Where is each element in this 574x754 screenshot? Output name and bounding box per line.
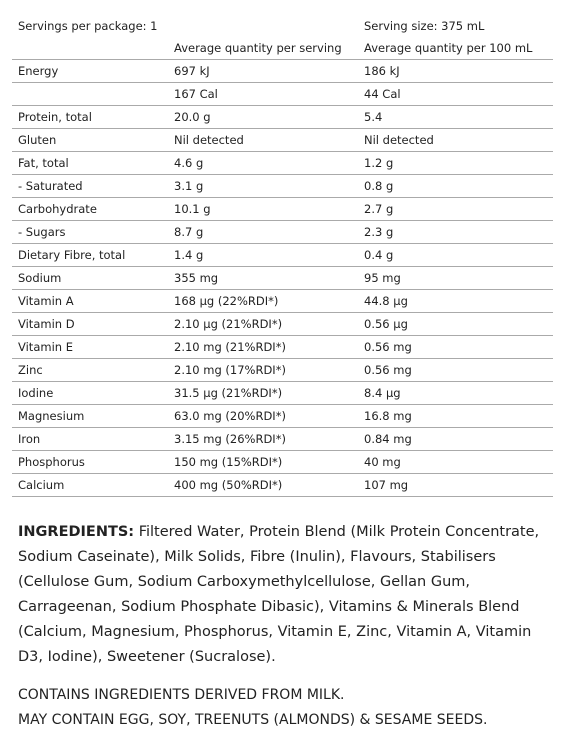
per-100ml: 0.56 mg (358, 358, 553, 382)
per-100ml: 186 kJ (358, 59, 553, 83)
nutrient-row: Magnesium 63.0 mg (20%RDI*) 16.8 mg (12, 404, 553, 428)
nutrient-name: Iodine (12, 381, 168, 405)
per-serving: 150 mg (15%RDI*) (168, 450, 358, 474)
nutrient-name: Phosphorus (12, 450, 168, 474)
serving-size: Serving size: 375 mL (364, 19, 485, 33)
header-row: Servings per package: 1 Serving size: 37… (12, 15, 553, 37)
per-serving: Nil detected (168, 128, 358, 152)
per-100ml: Nil detected (358, 128, 553, 152)
per-100ml: 2.3 g (358, 220, 553, 244)
per-serving: 2.10 mg (17%RDI*) (168, 358, 358, 382)
nutrient-row: Iron 3.15 mg (26%RDI*) 0.84 mg (12, 427, 553, 451)
nutrient-name: Zinc (12, 358, 168, 382)
per-serving: 3.15 mg (26%RDI*) (168, 427, 358, 451)
nutrient-name: Calcium (12, 473, 168, 497)
ingredients-text: Filtered Water, Protein Blend (Milk Prot… (18, 524, 540, 665)
col-per-100ml: Average quantity per 100 mL (358, 37, 553, 60)
nutrient-name: Fat, total (12, 151, 168, 175)
nutrient-name: Energy (12, 59, 168, 83)
per-100ml: 2.7 g (358, 197, 553, 221)
per-serving: 63.0 mg (20%RDI*) (168, 404, 358, 428)
allergens: CONTAINS INGREDIENTS DERIVED FROM MILK. … (18, 683, 487, 733)
nutrient-name: Gluten (12, 128, 168, 152)
column-header-row: Average quantity per serving Average qua… (12, 37, 553, 60)
col-per-serving: Average quantity per serving (168, 37, 358, 60)
allergen-line: MAY CONTAIN EGG, SOY, TREENUTS (ALMONDS)… (18, 712, 488, 728)
ingredients: INGREDIENTS: Filtered Water, Protein Ble… (18, 520, 558, 670)
per-serving: 31.5 µg (21%RDI*) (168, 381, 358, 405)
per-serving: 10.1 g (168, 197, 358, 221)
nutrient-name: Vitamin E (12, 335, 168, 359)
nutrient-name: Sodium (12, 266, 168, 290)
per-serving: 4.6 g (168, 151, 358, 175)
per-100ml: 0.8 g (358, 174, 553, 198)
per-serving: 3.1 g (168, 174, 358, 198)
per-serving: 20.0 g (168, 105, 358, 129)
per-100ml: 1.2 g (358, 151, 553, 175)
nutrient-name (12, 82, 168, 106)
nutrient-name: Vitamin D (12, 312, 168, 336)
per-100ml: 0.56 mg (358, 335, 553, 359)
per-serving: 8.7 g (168, 220, 358, 244)
nutrient-name: - Sugars (12, 220, 168, 244)
nutrient-row: Vitamin D 2.10 µg (21%RDI*) 0.56 µg (12, 312, 553, 336)
per-100ml: 0.56 µg (358, 312, 553, 336)
per-100ml: 16.8 mg (358, 404, 553, 428)
nutrient-row: Energy 697 kJ 186 kJ (12, 59, 553, 83)
nutrient-row: Protein, total 20.0 g 5.4 (12, 105, 553, 129)
nutrient-row: Iodine 31.5 µg (21%RDI*) 8.4 µg (12, 381, 553, 405)
nutrient-name: Iron (12, 427, 168, 451)
nutrient-row: - Sugars 8.7 g 2.3 g (12, 220, 553, 244)
nutrient-row: Sodium 355 mg 95 mg (12, 266, 553, 290)
per-serving: 355 mg (168, 266, 358, 290)
nutrient-name: Magnesium (12, 404, 168, 428)
allergen-line: CONTAINS INGREDIENTS DERIVED FROM MILK. (18, 687, 345, 703)
nutrient-row: Vitamin E 2.10 mg (21%RDI*) 0.56 mg (12, 335, 553, 359)
per-100ml: 8.4 µg (358, 381, 553, 405)
nutrient-name: Dietary Fibre, total (12, 243, 168, 267)
nutrient-row: Phosphorus 150 mg (15%RDI*) 40 mg (12, 450, 553, 474)
per-100ml: 44.8 µg (358, 289, 553, 313)
nutrient-row: - Saturated 3.1 g 0.8 g (12, 174, 553, 198)
per-100ml: 5.4 (358, 105, 553, 129)
per-100ml: 0.84 mg (358, 427, 553, 451)
servings-per-package: Servings per package: 1 (18, 19, 158, 33)
per-100ml: 40 mg (358, 450, 553, 474)
per-100ml: 107 mg (358, 473, 553, 497)
nutrient-name: Vitamin A (12, 289, 168, 313)
nutrition-table: Servings per package: 1 Serving size: 37… (12, 15, 553, 497)
ingredients-heading: INGREDIENTS: (18, 524, 135, 540)
nutrient-name: - Saturated (12, 174, 168, 198)
nutrient-name: Protein, total (12, 105, 168, 129)
nutrient-row: Calcium 400 mg (50%RDI*) 107 mg (12, 473, 553, 497)
nutrient-row: Fat, total 4.6 g 1.2 g (12, 151, 553, 175)
per-serving: 697 kJ (168, 59, 358, 83)
per-100ml: 0.4 g (358, 243, 553, 267)
per-100ml: 44 Cal (358, 82, 553, 106)
per-serving: 400 mg (50%RDI*) (168, 473, 358, 497)
per-serving: 2.10 µg (21%RDI*) (168, 312, 358, 336)
per-serving: 168 µg (22%RDI*) (168, 289, 358, 313)
per-serving: 2.10 mg (21%RDI*) (168, 335, 358, 359)
nutrient-row: Dietary Fibre, total 1.4 g 0.4 g (12, 243, 553, 267)
cell (12, 37, 168, 60)
nutrient-row: Zinc 2.10 mg (17%RDI*) 0.56 mg (12, 358, 553, 382)
per-100ml: 95 mg (358, 266, 553, 290)
nutrient-row: 167 Cal 44 Cal (12, 82, 553, 106)
per-serving: 1.4 g (168, 243, 358, 267)
nutrient-row: Vitamin A 168 µg (22%RDI*) 44.8 µg (12, 289, 553, 313)
nutrient-row: Gluten Nil detected Nil detected (12, 128, 553, 152)
nutrient-name: Carbohydrate (12, 197, 168, 221)
nutrient-row: Carbohydrate 10.1 g 2.7 g (12, 197, 553, 221)
per-serving: 167 Cal (168, 82, 358, 106)
